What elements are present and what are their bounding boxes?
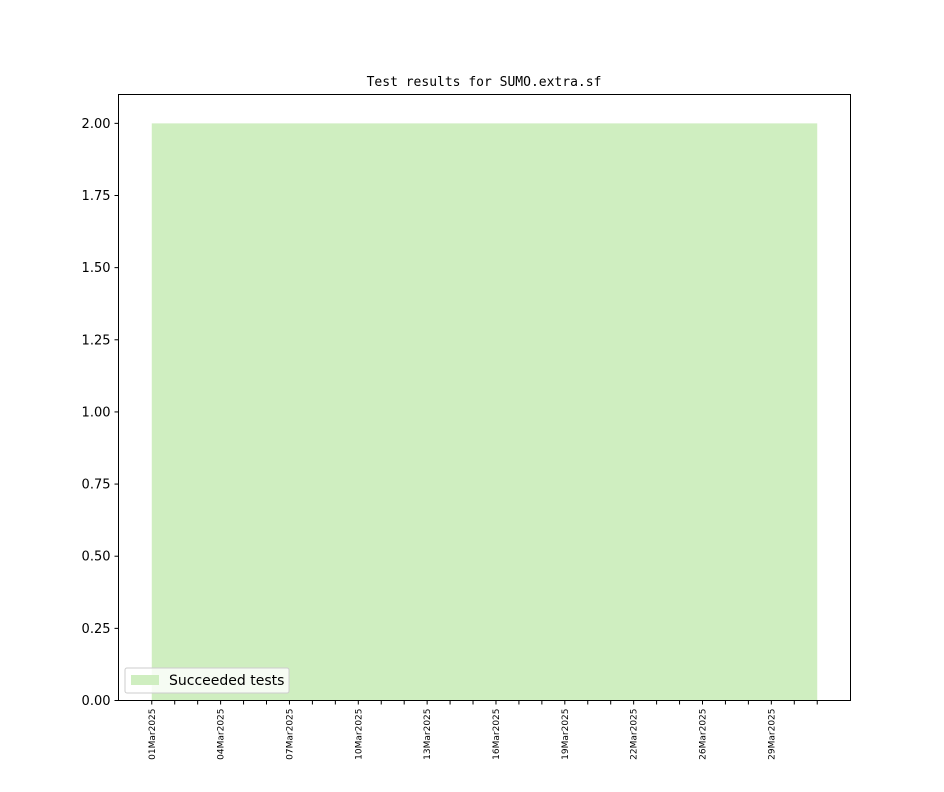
y-tick-label: 2.00 [82, 117, 111, 132]
x-tick-label: 26Mar2025 [698, 709, 708, 760]
axes-frame [118, 94, 851, 701]
chart-title: Test results for SUMO.extra.sf [367, 75, 602, 90]
legend-swatch [131, 675, 159, 685]
x-tick-label: 04Mar2025 [217, 709, 227, 760]
y-tick-label: 1.75 [82, 189, 111, 204]
y-tick-label: 0.75 [82, 478, 111, 493]
x-axis: 01Mar2025 04Mar2025 07Mar2025 10Mar2025 13Ma… [148, 700, 818, 760]
y-tick-label: 0.25 [82, 622, 111, 637]
y-axis: 0.00 0.25 0.50 0.75 1.00 1.25 1.50 1.75 2.00 [82, 117, 119, 709]
y-tick-label: 1.25 [82, 333, 111, 348]
x-tick-label: 29Mar2025 [767, 709, 777, 760]
legend-label: Succeeded tests [169, 673, 284, 689]
x-tick-label: 01Mar2025 [148, 709, 158, 760]
x-tick-label: 19Mar2025 [561, 709, 571, 760]
y-tick-label: 0.50 [82, 550, 111, 565]
legend: Succeeded tests [124, 667, 290, 694]
y-tick-label: 0.00 [82, 694, 111, 709]
y-tick-label: 1.50 [82, 261, 111, 276]
x-tick-label: 10Mar2025 [354, 709, 364, 760]
area-succeeded-tests [151, 123, 818, 701]
x-tick-label: 16Mar2025 [492, 709, 502, 760]
legend-box [124, 667, 290, 694]
x-tick-label: 07Mar2025 [285, 709, 295, 760]
x-tick-label: 22Mar2025 [630, 709, 640, 760]
y-tick-label: 1.00 [82, 405, 111, 420]
x-tick-label: 13Mar2025 [423, 709, 433, 760]
plot-area [151, 123, 818, 701]
